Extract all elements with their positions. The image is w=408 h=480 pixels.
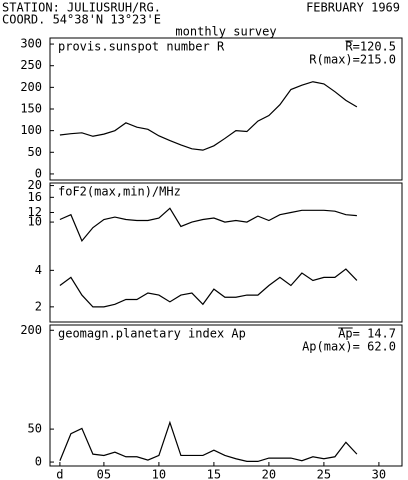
subtitle: monthly survey: [175, 25, 276, 39]
y-tick-label: 0: [35, 166, 42, 180]
y-tick-label: 20: [28, 178, 42, 192]
y-tick-label: 250: [20, 58, 42, 72]
series-line: [59, 81, 358, 151]
panel-title: provis.sunspot number R: [58, 40, 225, 54]
annotation: R(max)=215.0: [309, 53, 396, 67]
panel-frame: [49, 324, 403, 467]
y-tick-label: 200: [20, 80, 42, 94]
x-tick-label: 10: [152, 468, 166, 480]
y-tick-label: 0: [35, 455, 42, 469]
x-tick-label: 05: [97, 468, 111, 480]
x-tick-label: d: [56, 468, 63, 480]
date: FEBRUARY 1969: [306, 1, 400, 15]
series-line: [59, 268, 358, 308]
series-line: [59, 420, 358, 462]
y-tick-label: 2: [35, 299, 42, 313]
y-tick-label: 100: [20, 123, 42, 137]
panel-title: geomagn.planetary index Ap: [58, 327, 246, 341]
annotation: R=120.5: [345, 40, 396, 54]
series-line: [59, 207, 357, 243]
y-tick-label: 150: [20, 102, 42, 116]
y-tick-label: 200: [20, 323, 42, 337]
annotation: Ap(max)= 62.0: [302, 340, 396, 354]
y-tick-label: 4: [35, 263, 42, 277]
y-tick-label: 12: [28, 205, 42, 219]
coord: COORD. 54°38'N 13°23'E: [2, 13, 161, 27]
y-tick-label: 10: [28, 215, 42, 229]
y-tick-label: 300: [20, 37, 42, 51]
x-tick-label: 30: [372, 468, 386, 480]
y-tick-label: 50: [28, 422, 42, 436]
annotation: Ap= 14.7: [338, 327, 396, 341]
station: STATION: JULIUSRUH/RG.: [2, 1, 161, 15]
x-tick-label: 20: [262, 468, 276, 480]
y-tick-label: 50: [28, 145, 42, 159]
panel-title: foF2(max,min)/MHz: [58, 185, 181, 199]
panel-frame: [49, 182, 403, 323]
y-tick-label: 16: [28, 190, 42, 204]
x-tick-label: 25: [317, 468, 331, 480]
x-tick-label: 15: [207, 468, 221, 480]
